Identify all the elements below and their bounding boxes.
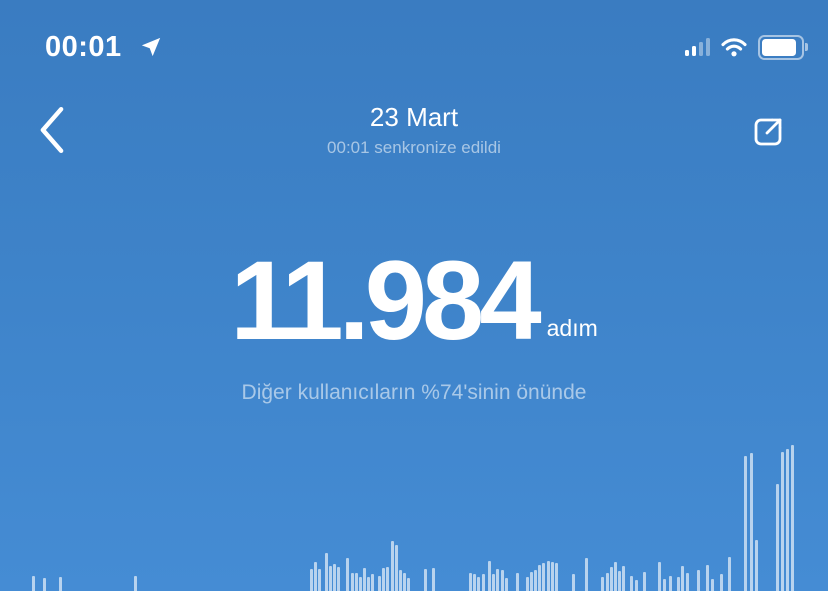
activity-bar — [546, 561, 550, 591]
activity-bar — [354, 573, 358, 591]
activity-bar — [31, 576, 35, 591]
activity-bar — [476, 577, 480, 591]
activity-bar — [749, 453, 753, 591]
activity-bar — [487, 561, 491, 591]
activity-bar — [541, 563, 545, 591]
page-title: 23 Mart — [369, 102, 459, 132]
activity-bar — [377, 576, 381, 591]
activity-bar — [662, 579, 666, 591]
activity-bar — [754, 540, 758, 591]
activity-bar — [525, 577, 529, 591]
activity-bar — [309, 569, 313, 591]
activity-bar — [533, 570, 537, 591]
activity-bar — [495, 569, 499, 591]
activity-bar — [431, 568, 435, 591]
activity-bar — [657, 562, 661, 591]
steps-unit-label: adım — [546, 315, 598, 342]
sync-status-text: 00:01 senkronize edildi — [327, 138, 501, 158]
share-button[interactable] — [750, 114, 786, 150]
activity-bar — [358, 577, 362, 591]
activity-bar — [406, 578, 410, 591]
nav-header: 23 Mart 00:01 senkronize edildi — [0, 96, 828, 176]
activity-bar — [617, 571, 621, 591]
cellular-signal-icon — [684, 38, 710, 56]
activity-bar — [423, 569, 427, 591]
activity-bar — [676, 577, 680, 591]
activity-bar — [500, 570, 504, 591]
location-services-icon — [141, 37, 161, 57]
activity-bar — [680, 566, 684, 591]
activity-bar — [634, 580, 638, 591]
battery-icon — [758, 34, 808, 60]
activity-bar — [600, 577, 604, 591]
activity-bar — [328, 566, 332, 591]
rank-comparison-text: Diğer kullanıcıların %74'sinin önünde — [241, 381, 587, 404]
activity-bar — [468, 573, 472, 591]
activity-bar — [394, 545, 398, 591]
activity-bar — [621, 566, 625, 591]
activity-bar — [491, 574, 495, 591]
activity-bar — [345, 558, 349, 591]
steps-count: 11.984 — [230, 238, 541, 363]
activity-bar — [780, 452, 784, 591]
activity-bar — [685, 573, 689, 591]
activity-bar — [605, 573, 609, 591]
activity-bar — [642, 572, 646, 591]
activity-bar — [629, 576, 633, 591]
activity-bar — [313, 562, 317, 591]
activity-bar — [362, 568, 366, 591]
activity-bar — [668, 576, 672, 591]
activity-bar — [727, 557, 731, 591]
back-button[interactable] — [32, 104, 72, 156]
status-bar: 00:01 — [0, 0, 828, 72]
clock-time: 00:01 — [45, 31, 122, 63]
activity-bar — [571, 574, 575, 591]
activity-bar — [609, 567, 613, 591]
activity-bar — [515, 573, 519, 591]
activity-bar — [472, 574, 476, 591]
activity-bar — [613, 562, 617, 591]
activity-bar — [529, 572, 533, 591]
activity-bar — [42, 578, 46, 591]
steps-metric: 11.984 adım — [0, 238, 828, 363]
activity-bar — [402, 573, 406, 591]
activity-bar — [324, 553, 328, 591]
activity-bar — [504, 578, 508, 591]
activity-bar — [481, 574, 485, 591]
activity-bar — [537, 565, 541, 591]
activity-bar — [317, 569, 321, 591]
activity-bar — [775, 484, 779, 591]
activity-bar — [710, 579, 714, 591]
activity-bar — [336, 567, 340, 591]
nav-title-block: 23 Mart 00:01 senkronize edildi — [0, 102, 828, 158]
activity-bar — [332, 564, 336, 591]
activity-bar — [133, 576, 137, 591]
activity-bar — [584, 558, 588, 591]
activity-bar — [58, 577, 62, 591]
activity-bar — [719, 574, 723, 591]
activity-bar — [381, 568, 385, 591]
activity-chart — [0, 431, 828, 591]
activity-bar — [554, 563, 558, 591]
activity-bar — [390, 541, 394, 591]
activity-bar — [696, 570, 700, 591]
wifi-icon — [721, 37, 747, 56]
activity-bar — [350, 573, 354, 591]
activity-bar — [705, 565, 709, 591]
activity-bar — [366, 577, 370, 591]
activity-bar — [385, 567, 389, 591]
activity-bar — [370, 574, 374, 591]
activity-bar — [550, 562, 554, 591]
status-icons — [684, 34, 808, 60]
activity-bar — [790, 445, 794, 591]
activity-bar — [743, 456, 747, 591]
activity-bar — [785, 449, 789, 591]
activity-bar — [398, 570, 402, 591]
